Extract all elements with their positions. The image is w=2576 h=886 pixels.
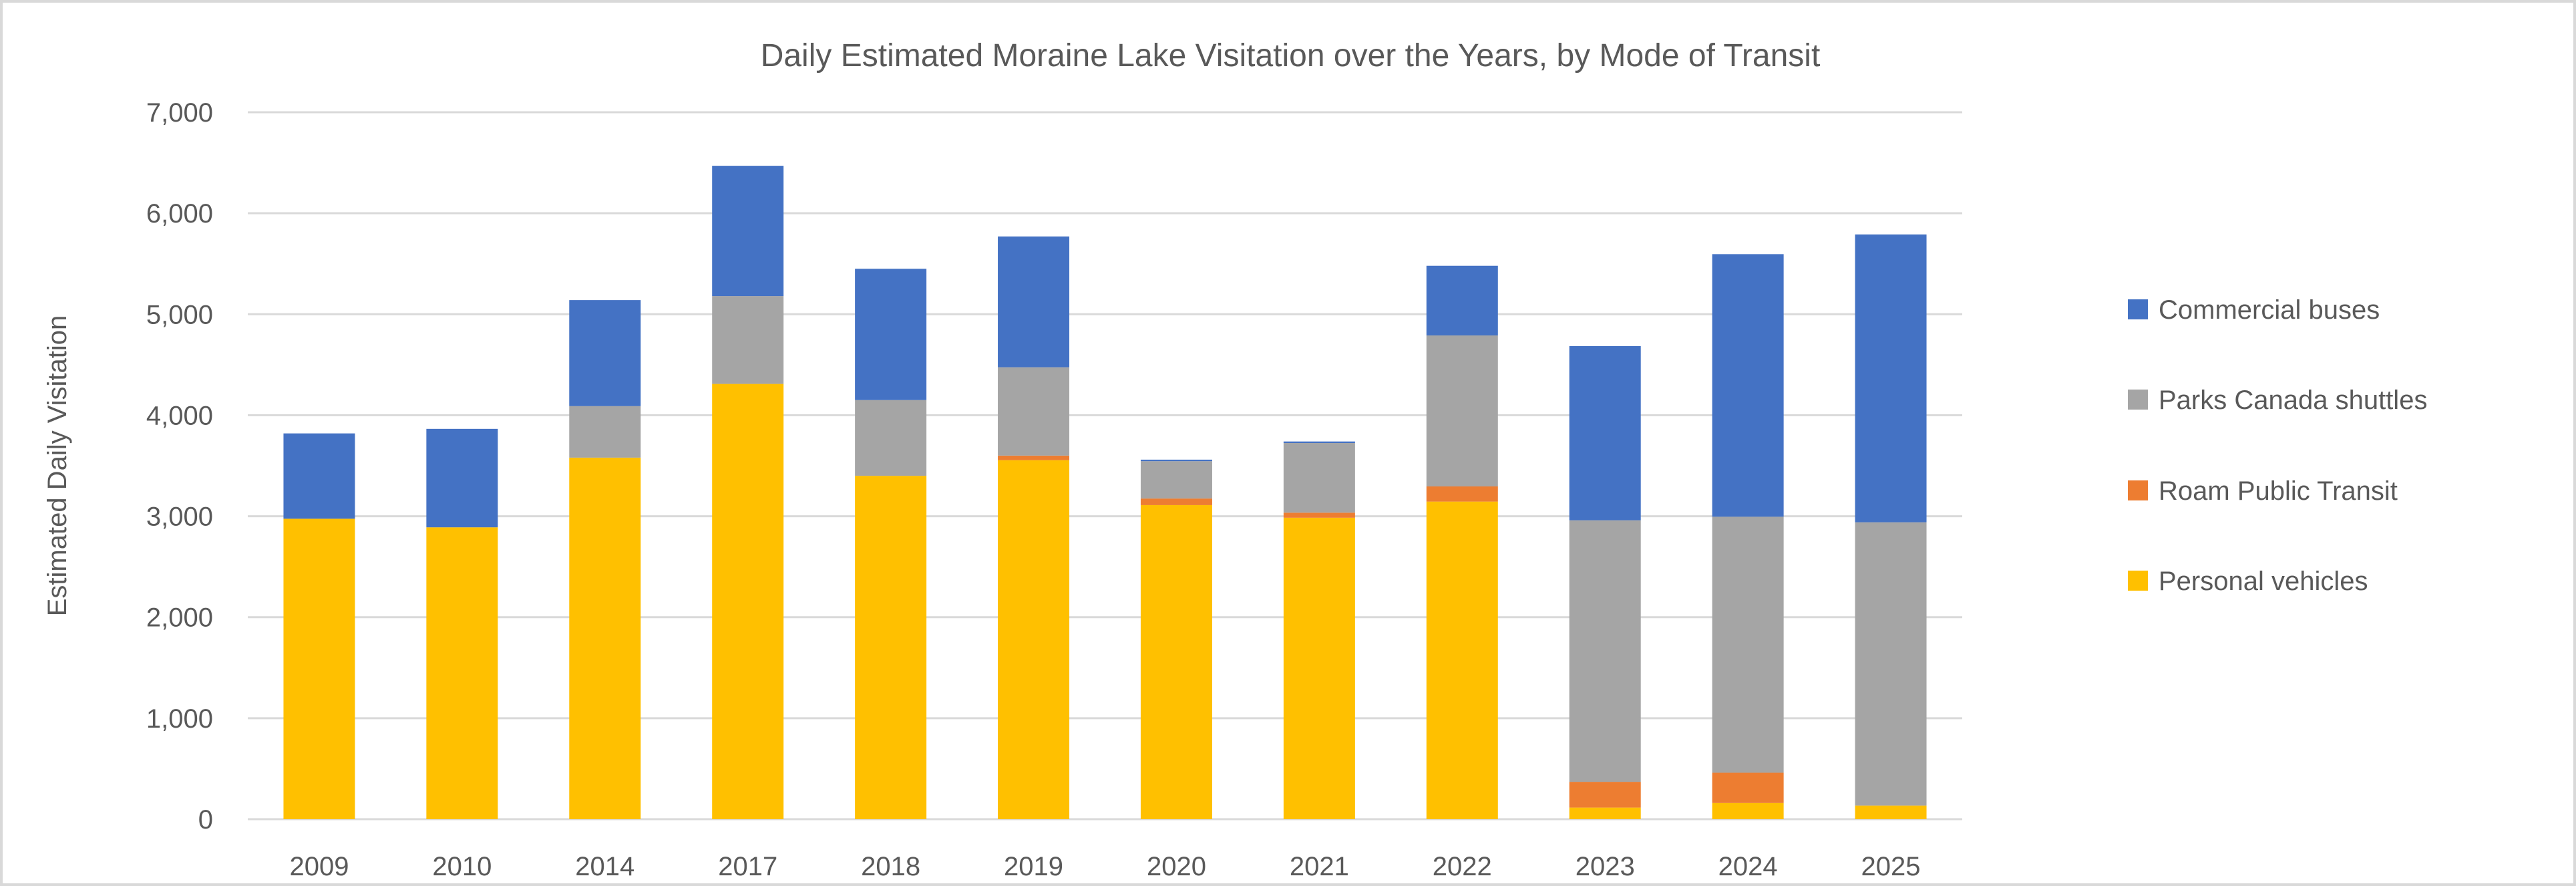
bar-segment-commercial-buses [855,269,927,400]
bar-segment-commercial-buses [1283,441,1355,443]
legend-label: Roam Public Transit [2159,476,2398,506]
x-tick-label: 2010 [432,852,492,881]
bar-segment-personal-vehicles [998,460,1070,819]
bar-segment-personal-vehicles [1283,517,1355,819]
x-tick-label: 2020 [1147,852,1206,881]
bar-segment-commercial-buses [1569,345,1641,521]
bar-segment-commercial-buses [712,166,784,297]
y-tick-label: 1,000 [146,704,213,734]
legend-label: Parks Canada shuttles [2159,386,2427,415]
y-tick-label: 2,000 [146,603,213,633]
x-axis-ticks: 2009 2010 2014 2017 2018 2019 2020 2021 2022 2023… [289,852,1920,881]
chart-svg: Daily Estimated Moraine Lake Visitation … [43,38,2427,881]
x-tick-label: 2024 [1718,852,1778,881]
bar-segment-personal-vehicles [426,527,498,819]
bar-segment-parks-canada-shuttles [1140,461,1212,499]
y-tick-label: 5,000 [146,300,213,329]
bar-segment-parks-canada-shuttles [1283,442,1355,513]
bar-segment-personal-vehicles [1855,805,1927,819]
bar-segment-commercial-buses [1712,254,1784,517]
bar-segment-parks-canada-shuttles [712,296,784,384]
x-tick-label: 2018 [861,852,920,881]
x-tick-label: 2021 [1290,852,1349,881]
bar-segment-parks-canada-shuttles [998,367,1070,456]
legend-swatch [2128,480,2148,500]
bar-segment-roam-public-transit [1140,498,1212,505]
y-axis-title: Estimated Daily Visitation [43,315,72,617]
bar-segment-commercial-buses [998,236,1070,367]
bar-segment-personal-vehicles [569,457,641,819]
y-tick-label: 7,000 [146,98,213,128]
y-tick-label: 3,000 [146,502,213,532]
bar-segment-personal-vehicles [283,519,355,819]
x-tick-label: 2023 [1576,852,1635,881]
bar-segment-commercial-buses [1855,234,1927,523]
bar-segment-parks-canada-shuttles [1712,516,1784,773]
legend-label: Personal vehicles [2159,567,2368,596]
bar-segment-parks-canada-shuttles [1855,522,1927,806]
bar-segment-personal-vehicles [1569,807,1641,819]
y-tick-label: 4,000 [146,401,213,430]
gridlines [248,111,1962,821]
legend-swatch [2128,299,2148,319]
bar-segment-parks-canada-shuttles [1426,335,1498,486]
y-axis-ticks: 0 1,000 2,000 3,000 4,000 5,000 6,000 7,000 [146,98,213,835]
bar-segment-commercial-buses [569,300,641,406]
legend-label: Commercial buses [2159,295,2380,325]
bars [283,166,1927,819]
bar-segment-parks-canada-shuttles [855,400,927,476]
x-tick-label: 2017 [718,852,777,881]
bar-segment-personal-vehicles [712,384,784,819]
y-tick-label: 0 [198,805,213,835]
bar-segment-commercial-buses [1426,265,1498,336]
bar-segment-roam-public-transit [1569,782,1641,808]
x-tick-label: 2025 [1861,852,1921,881]
bar-segment-personal-vehicles [1140,504,1212,819]
bar-segment-commercial-buses [426,428,498,528]
bar-segment-commercial-buses [283,433,355,519]
bar-segment-commercial-buses [1140,459,1212,462]
chart-title: Daily Estimated Moraine Lake Visitation … [761,38,1821,73]
bar-segment-roam-public-transit [1712,772,1784,803]
bar-segment-parks-canada-shuttles [1569,520,1641,782]
x-tick-label: 2009 [289,852,349,881]
bar-segment-personal-vehicles [855,476,927,819]
legend: Commercial buses Parks Canada shuttles Roa… [2128,295,2427,596]
y-tick-label: 6,000 [146,199,213,229]
bar-segment-personal-vehicles [1712,802,1784,819]
legend-swatch [2128,571,2148,591]
legend-swatch [2128,390,2148,410]
bar-segment-personal-vehicles [1426,501,1498,819]
x-tick-label: 2022 [1433,852,1492,881]
bar-segment-roam-public-transit [1283,512,1355,518]
bar-segment-roam-public-transit [1426,486,1498,502]
bar-segment-parks-canada-shuttles [569,406,641,458]
x-tick-label: 2014 [575,852,634,881]
x-tick-label: 2019 [1004,852,1063,881]
bar-segment-roam-public-transit [998,455,1070,460]
